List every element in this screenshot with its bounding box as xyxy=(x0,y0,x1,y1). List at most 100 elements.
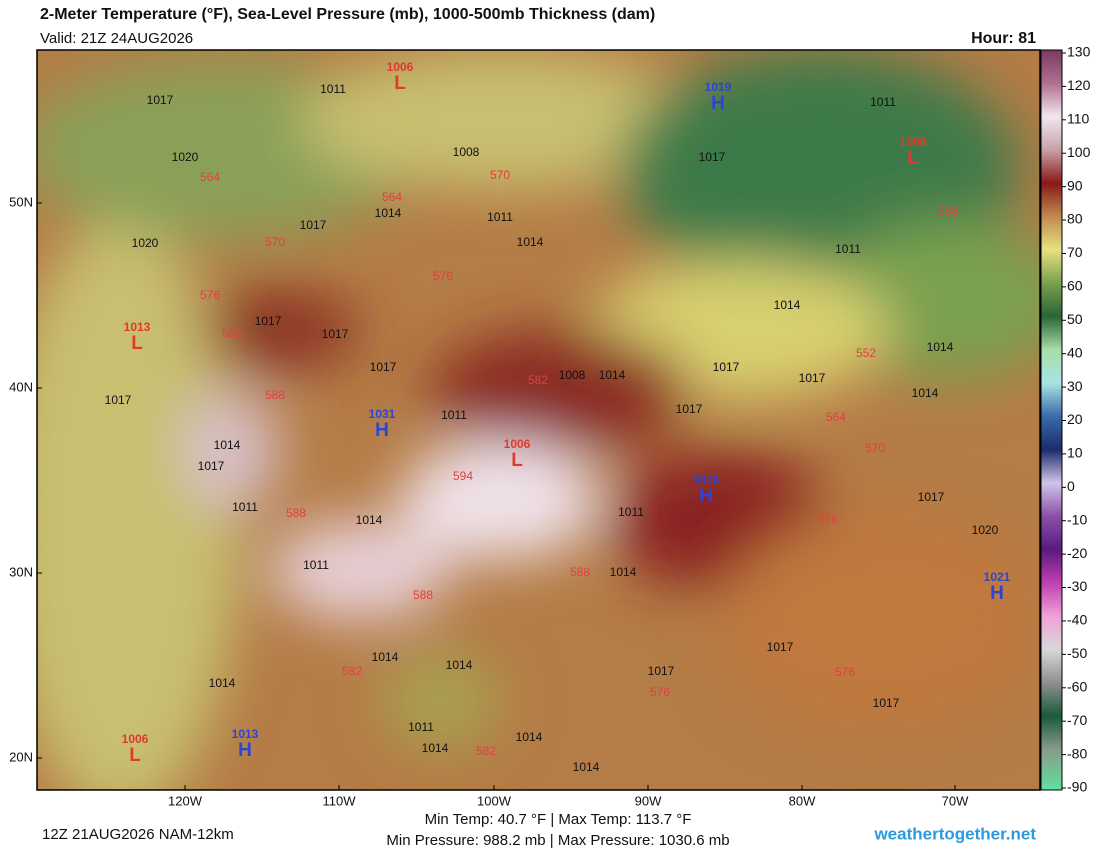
colorbar xyxy=(1040,49,1063,791)
isobar-label: 1014 xyxy=(912,386,939,400)
thickness-label: 582 xyxy=(528,373,548,387)
valid-time: Valid: 21Z 24AUG2026 xyxy=(40,30,193,47)
thickness-label: 588 xyxy=(413,588,433,602)
isobar-label: 1014 xyxy=(209,676,236,690)
colorbar-label: 100 xyxy=(1067,144,1091,160)
thickness-label: 576 xyxy=(835,665,855,679)
lon-label: 110W xyxy=(323,793,357,808)
thickness-label: 576 xyxy=(650,685,670,699)
isobar-label: 1011 xyxy=(408,720,434,734)
colorbar-label: 110 xyxy=(1067,111,1090,127)
isobar-label: 1011 xyxy=(320,82,346,96)
isobar-label: 1011 xyxy=(232,500,258,514)
isobar-label: 1008 xyxy=(453,145,480,159)
isobar-label: 1014 xyxy=(927,340,954,354)
thickness-label: 576 xyxy=(818,512,838,526)
pressure-center-value: 1016 xyxy=(693,473,720,487)
thickness-label: 582 xyxy=(476,744,496,758)
isobar-label: 1017 xyxy=(713,360,740,374)
colorbar-label: 130 xyxy=(1067,44,1091,60)
isobar-label: 1020 xyxy=(172,150,199,164)
pressure-center-letter: H xyxy=(238,740,252,761)
isobar-label: 1011 xyxy=(618,505,644,519)
thickness-label: 582 xyxy=(222,326,242,340)
model-run: 12Z 21AUG2026 NAM-12km xyxy=(42,826,234,843)
colorbar-label: 80 xyxy=(1067,211,1083,227)
thickness-label: 564 xyxy=(826,410,846,424)
isobar-label: 1020 xyxy=(972,523,999,537)
pressure-range: Min Pressure: 988.2 mb | Max Pressure: 1… xyxy=(386,832,729,849)
isobar-label: 1017 xyxy=(300,218,327,232)
thickness-label: 564 xyxy=(382,190,402,204)
isobar-label: 1017 xyxy=(799,371,826,385)
isobar-label: 1014 xyxy=(517,235,544,249)
isobar-label: 1017 xyxy=(873,696,900,710)
colorbar-label: 20 xyxy=(1067,411,1083,427)
isobar-label: 1017 xyxy=(198,459,225,473)
isobar-label: 1011 xyxy=(441,408,467,422)
isobar-label: 1014 xyxy=(356,513,383,527)
thickness-label: 552 xyxy=(856,346,876,360)
colorbar-label: 10 xyxy=(1067,445,1083,461)
isobar-label: 1014 xyxy=(375,206,402,220)
isobar-label: 1014 xyxy=(422,741,449,755)
colorbar-label: -70 xyxy=(1067,712,1087,728)
isobar-label: 1014 xyxy=(446,658,473,672)
isobar-label: 1014 xyxy=(610,565,637,579)
isobar-label: 1017 xyxy=(322,327,349,341)
isobar-label: 1008 xyxy=(559,368,586,382)
pressure-center-letter: L xyxy=(129,745,141,766)
colorbar-label: 40 xyxy=(1067,344,1083,360)
pressure-center-letter: L xyxy=(511,450,523,471)
thickness-label: 558 xyxy=(938,204,958,218)
isobar-label: 1017 xyxy=(370,360,397,374)
colorbar-label: -40 xyxy=(1067,612,1087,628)
colorbar-label: 90 xyxy=(1067,177,1083,193)
colorbar-label: -10 xyxy=(1067,511,1087,527)
colorbar-label: 50 xyxy=(1067,311,1083,327)
isobar-label: 1014 xyxy=(372,650,399,664)
pressure-center-value: 1031 xyxy=(369,407,396,421)
colorbar-label: 60 xyxy=(1067,278,1083,294)
colorbar-label: -90 xyxy=(1067,779,1087,795)
isobar-label: 1017 xyxy=(676,402,703,416)
thickness-label: 576 xyxy=(200,288,220,302)
lon-label: 80W xyxy=(789,793,816,808)
lon-label: 70W xyxy=(942,793,969,808)
colorbar-label: 120 xyxy=(1067,77,1091,93)
pressure-center-value: 1008 xyxy=(900,135,927,149)
isobar-label: 1017 xyxy=(767,640,794,654)
isobar-label: 1017 xyxy=(699,150,726,164)
pressure-center-letter: L xyxy=(131,333,143,354)
isobar-label: 1011 xyxy=(303,558,329,572)
pressure-center-letter: H xyxy=(990,583,1004,604)
colorbar-label: -30 xyxy=(1067,578,1087,594)
forecast-hour: Hour: 81 xyxy=(971,30,1036,47)
isobar-label: 1020 xyxy=(132,236,159,250)
colorbar-label: -20 xyxy=(1067,545,1087,561)
colorbar-label: -80 xyxy=(1067,745,1087,761)
lon-label: 120W xyxy=(168,793,203,808)
lat-label: 30N xyxy=(9,564,33,579)
map xyxy=(37,50,1040,790)
isobar-label: 1014 xyxy=(214,438,241,452)
map-frame xyxy=(36,49,1041,791)
lon-label: 90W xyxy=(635,793,662,808)
lat-label: 50N xyxy=(9,194,33,209)
isobar-label: 1011 xyxy=(870,95,896,109)
isobar-label: 1011 xyxy=(835,242,861,256)
pressure-center-value: 1006 xyxy=(122,732,149,746)
pressure-center-letter: L xyxy=(394,73,406,94)
colorbar-label: 0 xyxy=(1067,478,1075,494)
thickness-label: 594 xyxy=(453,469,473,483)
colorbar-label: 30 xyxy=(1067,378,1083,394)
thickness-label: 576 xyxy=(433,269,453,283)
isobar-label: 1017 xyxy=(147,93,174,107)
pressure-center-value: 1006 xyxy=(387,60,414,74)
pressure-center-value: 1013 xyxy=(124,320,151,334)
title: 2-Meter Temperature (°F), Sea-Level Pres… xyxy=(40,6,655,23)
thickness-label: 570 xyxy=(490,168,510,182)
thickness-label: 588 xyxy=(265,388,285,402)
thickness-label: 588 xyxy=(286,506,306,520)
pressure-center-value: 1019 xyxy=(705,80,732,94)
